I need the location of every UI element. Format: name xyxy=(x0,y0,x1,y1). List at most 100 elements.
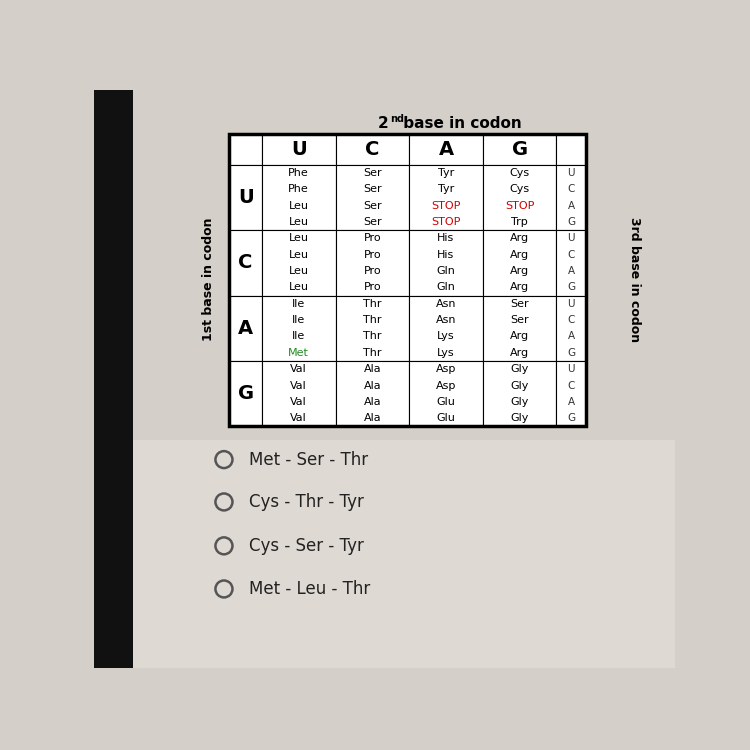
Text: U: U xyxy=(238,188,254,207)
Text: Ser: Ser xyxy=(363,168,382,178)
Text: Pro: Pro xyxy=(364,283,381,292)
Text: Leu: Leu xyxy=(289,217,309,227)
Text: Cys - Thr - Tyr: Cys - Thr - Tyr xyxy=(249,493,364,511)
Text: nd: nd xyxy=(391,114,404,125)
Text: Cys: Cys xyxy=(509,184,530,194)
Text: Ser: Ser xyxy=(363,200,382,211)
Bar xyxy=(410,361,483,427)
Text: U: U xyxy=(291,140,307,159)
Text: Phe: Phe xyxy=(288,168,309,178)
Text: Gly: Gly xyxy=(511,364,529,374)
Bar xyxy=(335,165,410,230)
Text: Pro: Pro xyxy=(364,266,381,276)
Bar xyxy=(335,230,410,296)
Text: Met: Met xyxy=(288,348,309,358)
Text: U: U xyxy=(568,233,575,243)
Text: Val: Val xyxy=(290,413,307,423)
Bar xyxy=(230,134,262,165)
Bar xyxy=(133,440,675,668)
Text: Arg: Arg xyxy=(510,250,530,259)
Bar xyxy=(262,361,335,427)
Bar xyxy=(410,230,483,296)
Text: Arg: Arg xyxy=(510,283,530,292)
Bar xyxy=(230,134,586,427)
Text: Arg: Arg xyxy=(510,332,530,341)
Bar xyxy=(230,361,262,427)
Text: Ile: Ile xyxy=(292,315,305,326)
Text: STOP: STOP xyxy=(431,200,460,211)
Text: C: C xyxy=(568,184,574,194)
Text: Ala: Ala xyxy=(364,413,381,423)
Text: Cys: Cys xyxy=(509,168,530,178)
Bar xyxy=(483,230,556,296)
Bar xyxy=(556,296,586,361)
Text: Ser: Ser xyxy=(510,298,529,309)
Text: Ile: Ile xyxy=(292,298,305,309)
Text: Leu: Leu xyxy=(289,233,309,243)
Text: 3rd base in codon: 3rd base in codon xyxy=(628,217,641,342)
Bar xyxy=(230,165,262,230)
Text: Val: Val xyxy=(290,397,307,407)
Text: Leu: Leu xyxy=(289,200,309,211)
Text: His: His xyxy=(437,250,454,259)
Text: Asp: Asp xyxy=(436,364,456,374)
Text: G: G xyxy=(567,413,575,423)
Text: STOP: STOP xyxy=(431,217,460,227)
Text: Thr: Thr xyxy=(363,332,382,341)
Text: Tyr: Tyr xyxy=(438,184,454,194)
Bar xyxy=(410,296,483,361)
Text: Glu: Glu xyxy=(436,397,455,407)
Text: Ser: Ser xyxy=(510,315,529,326)
Text: His: His xyxy=(437,233,454,243)
Text: base in codon: base in codon xyxy=(398,116,522,130)
Bar xyxy=(556,134,586,165)
Text: C: C xyxy=(568,380,574,391)
Bar xyxy=(410,134,483,165)
Text: Gly: Gly xyxy=(511,413,529,423)
Bar xyxy=(230,134,586,427)
Bar xyxy=(262,134,335,165)
Text: Thr: Thr xyxy=(363,315,382,326)
Text: 1st base in codon: 1st base in codon xyxy=(202,217,215,341)
Text: Lys: Lys xyxy=(437,332,454,341)
Text: C: C xyxy=(238,254,253,272)
Text: Arg: Arg xyxy=(510,348,530,358)
Bar xyxy=(556,165,586,230)
Text: Gly: Gly xyxy=(511,380,529,391)
Bar xyxy=(262,296,335,361)
Text: G: G xyxy=(567,348,575,358)
Text: U: U xyxy=(568,298,575,309)
Text: Leu: Leu xyxy=(289,283,309,292)
Text: Met - Leu - Thr: Met - Leu - Thr xyxy=(249,580,370,598)
Text: Thr: Thr xyxy=(363,348,382,358)
Text: Leu: Leu xyxy=(289,266,309,276)
Text: 2: 2 xyxy=(377,116,388,130)
Bar xyxy=(94,90,675,106)
Text: Gly: Gly xyxy=(511,397,529,407)
Text: C: C xyxy=(365,140,380,159)
Text: Cys - Ser - Tyr: Cys - Ser - Tyr xyxy=(249,537,364,555)
Text: Leu: Leu xyxy=(289,250,309,259)
Text: STOP: STOP xyxy=(505,200,534,211)
Bar xyxy=(94,90,133,668)
Text: A: A xyxy=(568,200,574,211)
Text: Ala: Ala xyxy=(364,380,381,391)
Text: G: G xyxy=(238,384,254,404)
Text: Gln: Gln xyxy=(436,283,455,292)
Text: Val: Val xyxy=(290,364,307,374)
Bar xyxy=(483,296,556,361)
Text: C: C xyxy=(568,250,574,259)
Text: Gln: Gln xyxy=(436,266,455,276)
Text: Ser: Ser xyxy=(363,217,382,227)
Bar xyxy=(335,361,410,427)
Bar xyxy=(483,134,556,165)
Bar xyxy=(335,134,410,165)
Bar xyxy=(335,296,410,361)
Text: Asn: Asn xyxy=(436,315,456,326)
Bar xyxy=(556,230,586,296)
Text: Tyr: Tyr xyxy=(438,168,454,178)
Text: Ala: Ala xyxy=(364,364,381,374)
Bar xyxy=(483,165,556,230)
Text: G: G xyxy=(567,283,575,292)
Text: A: A xyxy=(439,140,454,159)
